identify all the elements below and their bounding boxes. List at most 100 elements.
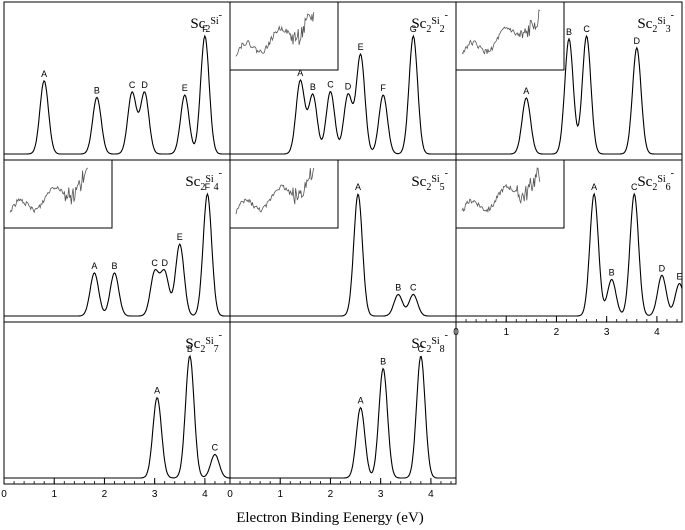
- tick-label: 3: [604, 327, 610, 338]
- peak-label: C: [410, 282, 417, 292]
- tick-label: 2: [102, 489, 108, 500]
- panel-title: Sc2Si3-: [637, 10, 674, 35]
- spectrum-line: [4, 34, 230, 155]
- peak-label: A: [41, 69, 47, 79]
- inset-trace: [461, 9, 540, 55]
- panel-7: Sc2Si7- A B C: [3, 321, 231, 485]
- panel-title: Sc2Si8-: [411, 330, 448, 355]
- peak-label: C: [151, 258, 158, 268]
- spectrum-line: [4, 192, 230, 317]
- panel-title: Sc2Si4-: [185, 168, 222, 193]
- peak-label: B: [310, 82, 316, 92]
- tick-label: 2: [554, 327, 560, 338]
- tick-label: 4: [428, 489, 434, 500]
- tick-label: 1: [277, 489, 283, 500]
- inset-frame: [455, 159, 565, 229]
- spectrum-line: [456, 192, 683, 317]
- tick-label: 0: [1, 489, 7, 500]
- inset-trace: [9, 167, 88, 214]
- inset-frame: [229, 1, 339, 71]
- peak-label: E: [676, 271, 682, 281]
- peak-label: F: [380, 83, 386, 93]
- peak-label: C: [418, 344, 425, 354]
- peak-label: E: [177, 232, 183, 242]
- peak-label: C: [631, 182, 638, 192]
- inset-trace: [235, 167, 315, 215]
- tick-label: 3: [378, 489, 384, 500]
- peak-label: D: [634, 36, 641, 46]
- peak-label: B: [395, 282, 401, 292]
- panel-8: Sc2Si8- A B C: [229, 321, 457, 485]
- panel-2: Sc2Si2- AB C D E F G: [229, 1, 457, 161]
- peak-label: A: [591, 182, 597, 192]
- inset-trace: [461, 167, 541, 214]
- tick-label: 3: [152, 489, 158, 500]
- panel-3: Sc2Si3- A B C D: [455, 1, 683, 161]
- peak-label: B: [566, 27, 572, 37]
- peak-label: A: [154, 386, 160, 396]
- panel-frame: [455, 159, 683, 323]
- tick-label: 4: [654, 327, 660, 338]
- inset-spectrum: [455, 159, 565, 229]
- peak-label: A: [91, 261, 97, 271]
- inset-frame: [455, 1, 565, 71]
- peak-label: A: [523, 86, 529, 96]
- spectrum-line: [4, 354, 231, 479]
- peak-label: D: [161, 258, 168, 268]
- peak-label: B: [111, 261, 117, 271]
- peak-label: B: [94, 85, 100, 95]
- peak-label: F: [205, 182, 211, 192]
- panel-title: Sc2Si6-: [637, 168, 674, 193]
- tick-label: 0: [227, 489, 233, 500]
- x-axes-group: 0 1 2 3 4 0 1 2 3 4 0 1 2 3 4: [1, 316, 678, 500]
- x-axis-label: Electron Binding Eenergy (eV): [236, 510, 424, 526]
- peak-label: E: [182, 83, 188, 93]
- peak-label: D: [659, 263, 666, 273]
- inset-trace: [235, 12, 315, 57]
- x-axis-3: 0 1 2 3 4: [453, 316, 678, 338]
- peak-label: G: [410, 24, 417, 34]
- peak-label: C: [129, 80, 136, 90]
- x-axis-1: 0 1 2 3 4: [1, 478, 226, 500]
- tick-label: 1: [503, 327, 509, 338]
- inset-frame: [229, 159, 339, 229]
- peak-label: A: [358, 396, 364, 406]
- tick-label: 4: [202, 489, 208, 500]
- peak-label: B: [187, 344, 193, 354]
- panel-frame: [229, 321, 457, 485]
- spectrum-line: [230, 34, 456, 155]
- inset-spectrum: [229, 159, 339, 229]
- inset-spectrum: [229, 1, 339, 71]
- inset-spectrum: [3, 159, 113, 229]
- peak-label: B: [609, 267, 615, 277]
- peak-label: A: [297, 68, 303, 78]
- peak-label: F: [202, 24, 208, 34]
- spectrum-line: [230, 193, 456, 317]
- peak-label: C: [583, 24, 590, 34]
- peak-label: C: [327, 79, 334, 89]
- panel-1: Sc2Si- A B C D E F: [3, 1, 231, 161]
- panel-4: Sc2Si4- A B C D E F: [3, 159, 231, 323]
- inset-spectrum: [455, 1, 565, 71]
- tick-label: 0: [453, 327, 459, 338]
- peak-label: C: [212, 442, 219, 452]
- panel-title: Sc2Si2-: [411, 10, 448, 35]
- inset-frame: [3, 159, 113, 229]
- panel-title: Sc2Si7-: [185, 330, 222, 355]
- peak-label: D: [141, 80, 148, 90]
- peak-label: D: [345, 82, 352, 92]
- panel-title: Sc2Si5-: [411, 168, 448, 193]
- peak-label: E: [358, 42, 364, 52]
- panel-5: Sc2Si5- A B C: [229, 159, 457, 323]
- panel-6: Sc2Si6- A B C DE: [455, 159, 683, 323]
- tick-label: 1: [51, 489, 57, 500]
- spectrum-line: [230, 355, 456, 479]
- tick-label: 2: [328, 489, 334, 500]
- spectrum-line: [456, 34, 682, 155]
- peak-label: A: [355, 182, 361, 192]
- x-axis-2: 0 1 2 3 4: [227, 478, 452, 500]
- peak-label: B: [380, 357, 386, 367]
- panel-title: Sc2Si-: [190, 10, 222, 35]
